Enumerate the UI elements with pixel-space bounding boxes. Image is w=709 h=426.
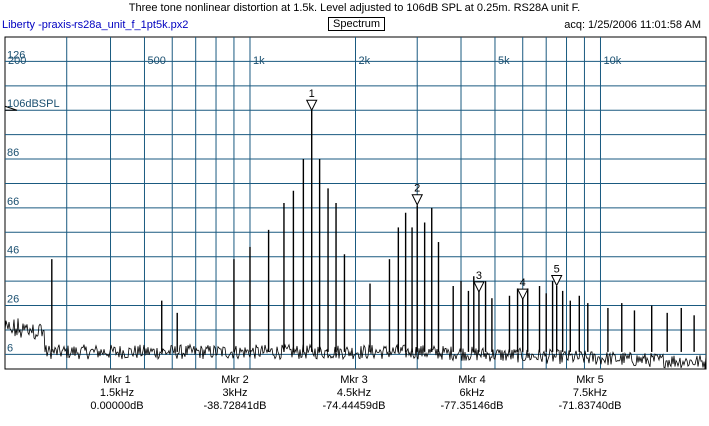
marker-number: 3 [476, 270, 482, 282]
marker-1-label: Mkr 1 [103, 374, 131, 386]
plot-grid [4, 36, 707, 370]
marker-5-label: Mkr 5 [576, 374, 604, 386]
marker-readout-4: Mkr 4 6kHz -77.35146dB [417, 374, 527, 413]
marker-triangle-icon [473, 281, 485, 293]
marker-triangles: 1 2 3 4 5 [305, 88, 563, 301]
x-tick-label: 2k [359, 55, 371, 67]
app-name: Liberty -praxis- [2, 19, 75, 31]
marker-3-value: -74.44459dB [322, 400, 386, 412]
noise-floor-trace [4, 318, 707, 369]
marker-2-value: -38.72841dB [203, 400, 267, 412]
x-tick-label: 1k [253, 55, 265, 67]
marker-triangle-icon [411, 194, 424, 206]
acquisition-timestamp: acq: 1/25/2006 11:01:58 AM [564, 19, 701, 31]
marker-2-label: Mkr 2 [221, 374, 249, 386]
y-tick-label: 46 [7, 245, 19, 257]
y-tick-label: 126 [7, 49, 25, 61]
marker-number: 1 [309, 88, 315, 100]
x-tick-label: 10k [603, 55, 621, 67]
chart-title: Three tone nonlinear distortion at 1.5k.… [128, 2, 581, 14]
marker-triangle-icon [550, 275, 563, 287]
marker-5-frequency: 7.5kHz [572, 387, 608, 399]
y-tick-label: 86 [7, 147, 19, 159]
marker-4-label: Mkr 4 [458, 374, 486, 386]
marker-readout-1: Mkr 1 1.5kHz 0.00000dB [62, 374, 172, 413]
axis-tick-labels: 200 500 1k 2k 5k 10k 126 106dBSPL 86 66 46 26 6 [4, 49, 622, 354]
marker-readout-2: Mkr 2 3kHz -38.72841dB [180, 374, 290, 413]
marker-1-value: 0.00000dB [90, 400, 144, 412]
marker-triangle-icon [516, 288, 529, 301]
marker-readout-5: Mkr 5 7.5kHz -71.83740dB [535, 374, 645, 413]
marker-number: 2 [414, 183, 420, 195]
spectrum-trace [4, 110, 707, 369]
marker-5-value: -71.83740dB [558, 400, 622, 412]
x-tick-label: 500 [147, 55, 165, 67]
mode-button[interactable]: Spectrum [328, 17, 386, 31]
marker-number: 4 [520, 277, 526, 289]
marker-3-frequency: 4.5kHz [336, 387, 372, 399]
marker-number: 5 [554, 264, 560, 276]
marker-1-frequency: 1.5kHz [99, 387, 135, 399]
x-tick-label: 5k [498, 55, 510, 67]
marker-readouts: Mkr 1 1.5kHz 0.00000dB Mkr 2 3kHz -38.72… [0, 374, 709, 424]
marker-4-frequency: 6kHz [459, 387, 485, 399]
file-name: rs28a_unit_f_1pt5k.px2 [74, 19, 189, 31]
marker-2-frequency: 3kHz [222, 387, 248, 399]
marker-triangle-icon [305, 99, 318, 112]
marker-3-label: Mkr 3 [340, 374, 368, 386]
y-tick-label: 26 [7, 294, 19, 306]
y-tick-label: 66 [7, 196, 19, 208]
marker-readout-3: Mkr 3 4.5kHz -74.44459dB [299, 374, 409, 413]
reference-level-icon [4, 105, 18, 111]
y-tick-label: 6 [7, 342, 13, 354]
spectrum-plot: 200 500 1k 2k 5k 10k 126 106dBSPL 86 66 46 26 6 1 2 3 4… [4, 36, 707, 370]
x-tick-label: 200 [8, 55, 26, 67]
y-tick-label: 106dBSPL [7, 98, 60, 110]
marker-4-value: -77.35146dB [440, 400, 504, 412]
